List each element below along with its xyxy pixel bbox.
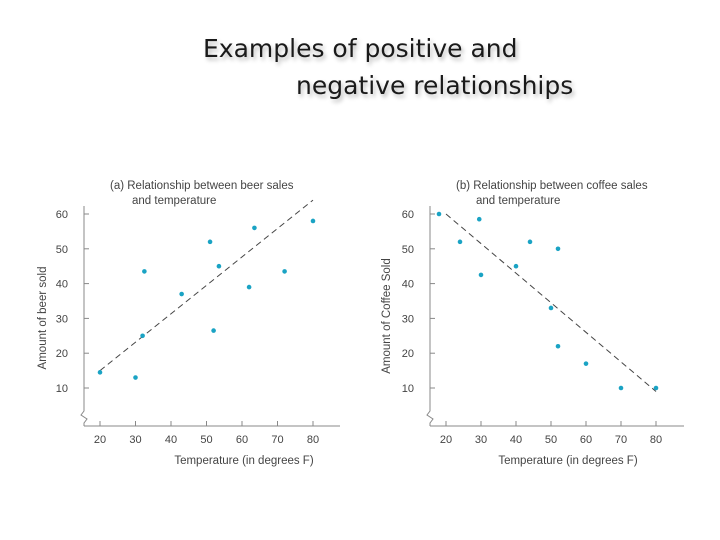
chart-b-title-line-1: (b) Relationship between coffee sales	[456, 180, 648, 192]
chart-a-data-point	[140, 333, 145, 339]
slide-title-line-2: negative relationships	[296, 71, 574, 100]
chart-a-data-point	[282, 269, 287, 274]
chart-a-data-point	[246, 284, 252, 290]
chart-b-x-tick-label: 20	[440, 434, 452, 446]
chart-a-title-line-2: and temperature	[132, 195, 216, 207]
chart-b-data-point	[476, 216, 482, 222]
chart-b-data-point	[457, 239, 463, 245]
chart-b-x-label: Temperature (in degrees F)	[498, 455, 638, 467]
chart-a-data-point	[97, 370, 103, 375]
chart-a-x-tick-label: 70	[271, 434, 283, 446]
chart-a-y-tick-label: 10	[56, 383, 68, 395]
chart-a-x-tick-label: 30	[129, 434, 141, 446]
chart-b-plot: 10 20 30 40 50 60 20 30 40 50 60 70 80	[402, 206, 684, 446]
chart-a-y-tick-label: 20	[56, 348, 68, 360]
chart-b-data-point	[618, 385, 624, 391]
chart-b-x-tick-label: 50	[545, 434, 557, 446]
chart-a-data-point	[207, 239, 213, 245]
chart-b-x-tick-label: 70	[615, 434, 627, 446]
chart-a-y-label: Amount of beer sold	[37, 267, 49, 370]
chart-b: (b) Relationship between coffee sales an…	[381, 180, 684, 467]
chart-a-y-tick-label: 50	[56, 244, 68, 256]
chart-a-x-tick-label: 20	[94, 434, 106, 446]
chart-b-y-tick-label: 10	[402, 383, 414, 395]
chart-b-y-label: Amount of Coffee Sold	[381, 258, 393, 374]
chart-b-y-tick-label: 40	[402, 279, 414, 291]
chart-b-data-point	[478, 272, 484, 278]
chart-b-data-point	[436, 211, 442, 217]
chart-b-y-axis	[426, 206, 434, 426]
chart-a-plot: 10 20 30 40 50 60 20 30 40 50 60 70 80	[56, 199, 340, 446]
chart-b-data-point	[527, 239, 533, 245]
chart-b-data-point	[653, 385, 659, 391]
chart-a-y-tick-label: 30	[56, 313, 68, 325]
chart-b-data-point	[583, 361, 589, 366]
chart-a-data-point	[133, 375, 138, 380]
chart-a-x-tick-label: 80	[307, 434, 319, 446]
chart-a-x-tick-label: 40	[165, 434, 177, 446]
chart-b-data-point	[555, 246, 561, 252]
chart-b-y-tick-label: 60	[402, 209, 414, 221]
chart-a-data-point	[252, 225, 257, 231]
chart-b-y-tick-label: 30	[402, 313, 414, 325]
chart-a-data-point	[142, 269, 147, 274]
chart-b-x-tick-label: 60	[580, 434, 592, 446]
chart-a-trend-line	[99, 199, 314, 371]
chart-b-data-point	[513, 263, 519, 269]
chart-a-y-tick-label: 40	[56, 279, 68, 291]
chart-b-y-tick-label: 20	[402, 348, 414, 360]
chart-b-data-point	[548, 305, 554, 311]
chart-a-title-line-1: (a) Relationship between beer sales	[110, 180, 294, 192]
chart-a-data-point	[211, 328, 216, 333]
slide-title-line-1: Examples of positive and	[203, 34, 518, 63]
chart-b-y-tick-label: 50	[402, 244, 414, 256]
chart-a-data-point	[216, 263, 222, 269]
chart-a: (a) Relationship between beer sales and …	[37, 180, 340, 467]
chart-b-x-tick-label: 40	[510, 434, 522, 446]
chart-b-data-point	[555, 343, 561, 349]
chart-a-y-tick-label: 60	[56, 209, 68, 221]
chart-a-x-tick-label: 60	[236, 434, 248, 446]
chart-a-y-axis	[80, 206, 88, 426]
chart-b-trend-line	[445, 213, 657, 392]
chart-a-data-point	[310, 218, 316, 224]
chart-b-x-tick-label: 30	[475, 434, 487, 446]
chart-a-x-label: Temperature (in degrees F)	[174, 455, 314, 467]
chart-b-x-tick-label: 80	[650, 434, 662, 446]
chart-a-data-point	[179, 291, 184, 297]
chart-a-x-tick-label: 50	[200, 434, 212, 446]
chart-b-title-line-2: and temperature	[476, 195, 560, 207]
